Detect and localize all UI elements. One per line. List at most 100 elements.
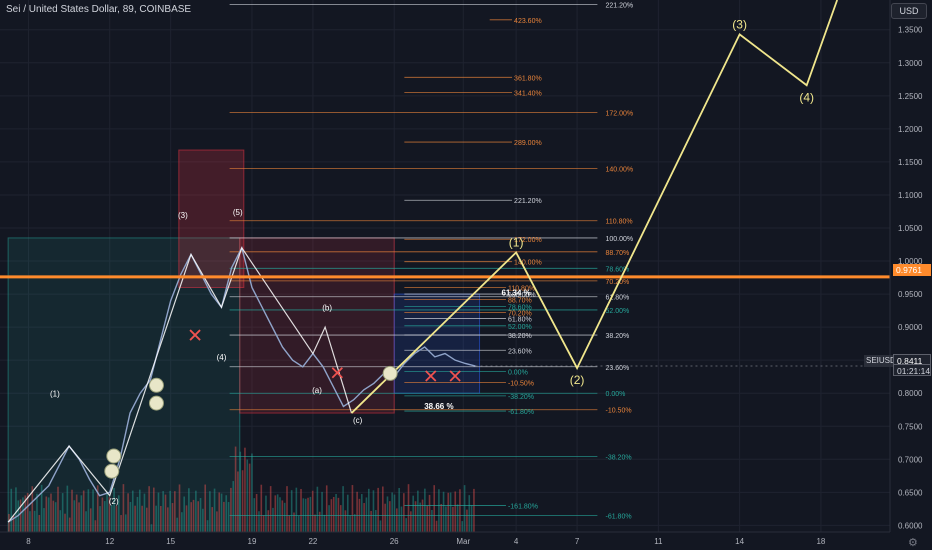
volume-bar xyxy=(356,491,358,532)
x-tick-label: 14 xyxy=(735,537,744,546)
volume-bar xyxy=(307,497,309,532)
volume-bar xyxy=(141,505,143,532)
volume-bar xyxy=(274,495,277,532)
volume-bar xyxy=(403,493,405,532)
x-tick-label: 7 xyxy=(575,537,580,546)
y-tick-label: 1.2000 xyxy=(898,125,923,134)
fib-level-label: 23.60% xyxy=(508,348,532,355)
volume-bar xyxy=(127,493,129,532)
wave-label: (5) xyxy=(233,208,243,217)
wave-label: (a) xyxy=(312,386,322,395)
volume-bar xyxy=(225,495,228,532)
circle-marker xyxy=(106,448,122,464)
wave-label: (c) xyxy=(353,416,363,425)
volume-bar xyxy=(10,488,13,532)
volume-bar xyxy=(80,495,83,532)
fib-level-label: 61.80% xyxy=(605,295,629,302)
volume-bar xyxy=(129,501,132,532)
volume-bar xyxy=(426,505,429,532)
volume-bar xyxy=(470,505,473,532)
circle-marker xyxy=(148,377,164,393)
volume-bar xyxy=(162,491,164,532)
fib-level-label: 110.80% xyxy=(605,219,632,226)
volume-bar xyxy=(213,488,216,532)
volume-bar xyxy=(155,505,157,532)
volume-bar xyxy=(384,503,386,532)
y-tick-label: 0.6500 xyxy=(898,488,923,497)
fib-level-label: -38.20% xyxy=(605,455,631,462)
volume-bar xyxy=(108,497,111,532)
wave-label: (3) xyxy=(178,211,188,220)
volume-bar xyxy=(103,501,106,532)
volume-bar xyxy=(211,507,214,532)
volume-bar xyxy=(178,484,181,532)
currency-button[interactable]: USD xyxy=(891,3,927,19)
volume-bar xyxy=(283,502,286,532)
volume-bar xyxy=(195,490,197,532)
volume-bar xyxy=(36,493,38,532)
volume-profile-label: 61.34 % xyxy=(501,288,530,297)
volume-bar xyxy=(106,491,108,532)
volume-bar xyxy=(115,505,118,532)
volume-bar xyxy=(234,446,237,532)
wave-label: (4) xyxy=(217,353,227,362)
fib-level-label: -10.50% xyxy=(508,381,534,388)
volume-bar xyxy=(377,487,379,532)
volume-bar xyxy=(344,510,347,532)
circle-marker xyxy=(148,395,164,411)
wave-label: (b) xyxy=(322,304,332,313)
volume-bar xyxy=(87,489,90,532)
volume-bar xyxy=(43,508,45,532)
volume-bar xyxy=(351,485,354,532)
volume-bar xyxy=(325,485,328,532)
x-tick-label: 18 xyxy=(816,537,825,546)
volume-bar xyxy=(407,484,410,532)
volume-bar xyxy=(223,501,225,532)
gear-icon[interactable]: ⚙ xyxy=(908,537,918,549)
fib-level-label: 61.80% xyxy=(508,317,532,324)
y-tick-label: 0.9500 xyxy=(898,290,923,299)
circle-marker xyxy=(104,463,120,479)
fib-level-label: -10.50% xyxy=(605,408,631,415)
volume-bar xyxy=(440,503,443,532)
volume-bar xyxy=(89,508,92,532)
volume-bar xyxy=(188,488,190,532)
fib-level-label: 38.20% xyxy=(508,333,532,340)
volume-bar xyxy=(206,520,209,532)
shaded-region xyxy=(239,237,395,414)
volume-bar xyxy=(167,507,169,532)
volume-bar xyxy=(400,506,403,532)
volume-bar xyxy=(323,514,326,532)
x-tick-label: Mar xyxy=(456,537,470,546)
fib-level-label: 0.00% xyxy=(508,369,528,376)
volume-bar xyxy=(258,511,260,532)
y-tick-label: 1.1000 xyxy=(898,191,923,200)
fib-level-label: 100.00% xyxy=(605,236,633,243)
volume-bar xyxy=(99,506,101,532)
volume-bar xyxy=(279,497,281,532)
volume-bar xyxy=(365,497,368,532)
volume-bar xyxy=(45,496,48,532)
volume-bar xyxy=(379,520,382,532)
volume-bar xyxy=(190,502,192,532)
volume-bar xyxy=(199,498,202,532)
volume-bar xyxy=(393,494,396,532)
volume-bar xyxy=(66,485,69,532)
volume-bar xyxy=(281,500,284,532)
volume-bar xyxy=(473,488,475,532)
volume-bar xyxy=(412,495,414,532)
volume-bar xyxy=(463,485,466,532)
fib-level-label: 423.60% xyxy=(514,18,542,25)
volume-bar xyxy=(262,515,265,532)
volume-bar xyxy=(47,497,50,532)
volume-bar xyxy=(185,505,188,532)
volume-bar xyxy=(92,489,94,532)
shaded-regions xyxy=(7,149,481,533)
volume-bar xyxy=(12,515,15,532)
volume-bar xyxy=(286,486,288,532)
volume-bar xyxy=(276,494,279,532)
volume-bar xyxy=(33,510,36,532)
volume-bar xyxy=(246,459,249,532)
volume-bar xyxy=(438,489,440,532)
